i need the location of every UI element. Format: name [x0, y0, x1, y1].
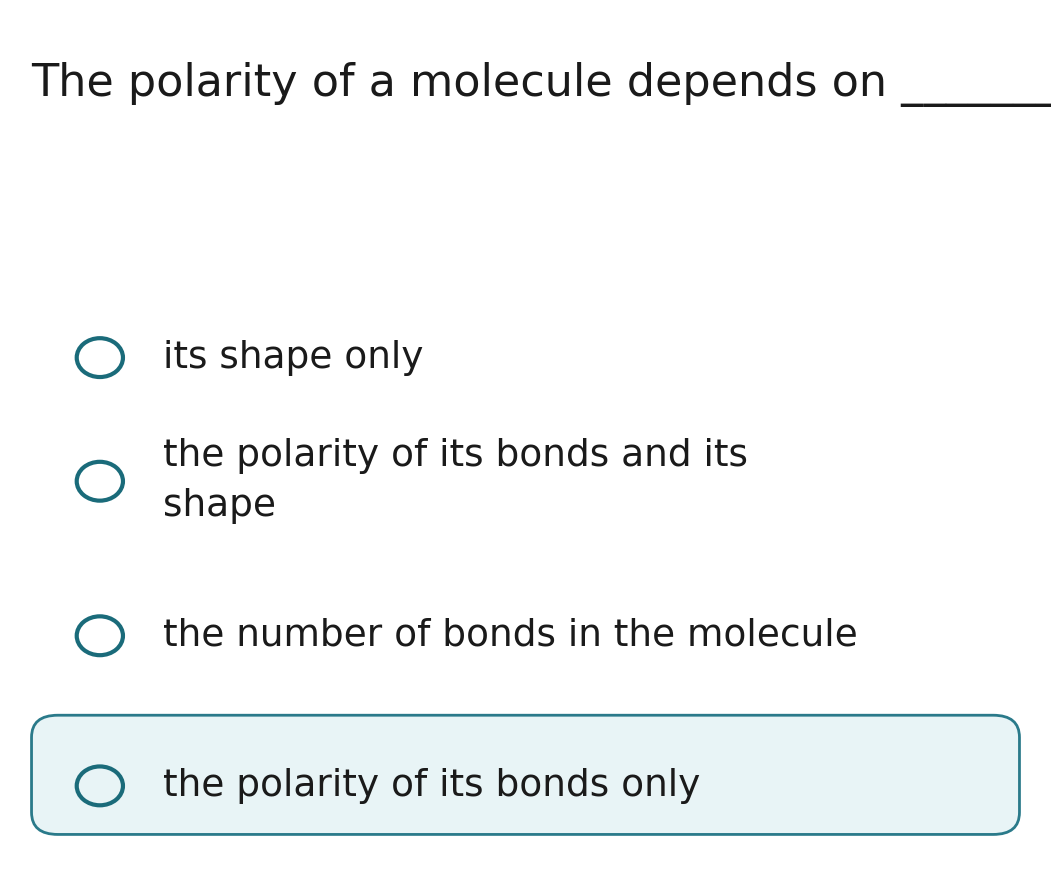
Text: its shape only: its shape only: [163, 340, 424, 375]
Text: The polarity of a molecule depends on _______.: The polarity of a molecule depends on __…: [32, 62, 1051, 107]
Text: the number of bonds in the molecule: the number of bonds in the molecule: [163, 618, 858, 653]
Text: the polarity of its bonds only: the polarity of its bonds only: [163, 768, 700, 804]
FancyBboxPatch shape: [32, 715, 1019, 834]
Text: the polarity of its bonds and its
shape: the polarity of its bonds and its shape: [163, 438, 748, 525]
